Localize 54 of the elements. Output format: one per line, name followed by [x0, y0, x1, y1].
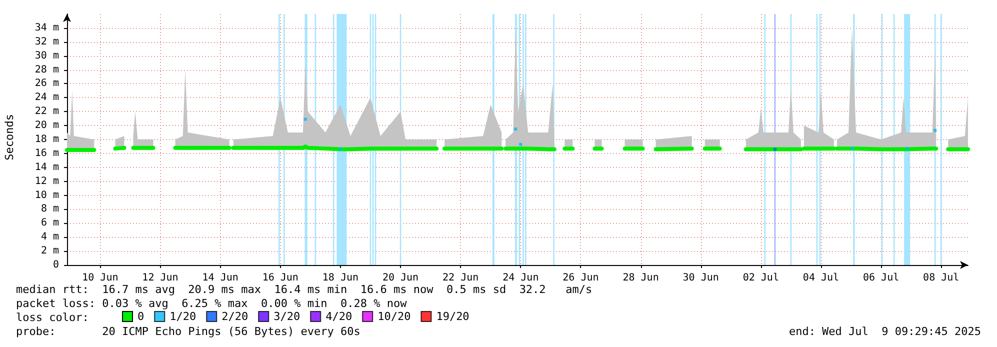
y-axis-title: Seconds [3, 114, 16, 160]
y-tick-label: 22 m [34, 106, 59, 118]
x-tick-label: 16 Jun [262, 272, 298, 284]
point [934, 128, 937, 132]
point [519, 142, 522, 146]
point [514, 128, 518, 131]
x-tick-label: 18 Jun [322, 272, 359, 284]
x-tick-label: 24 Jun [502, 272, 539, 284]
text: probe: 20 ICMP Echo Pings (56 Bytes) every 60s [16, 325, 360, 338]
legend-label: 1/20 [170, 310, 196, 323]
x-tick-label: 28 Jun [622, 272, 659, 284]
x-tick-label: 20 Jun [382, 272, 419, 284]
y-tick-label: 26 m [34, 78, 59, 90]
text: end: Wed Jul 9 09:29:45 2025 [788, 325, 982, 338]
legend-label: 0 [138, 310, 144, 323]
point [338, 148, 342, 151]
x-tick-label: 06 Jul [862, 272, 900, 284]
y-tick-label: 2 m [40, 246, 59, 257]
x-tick-label: 30 Jun [682, 272, 719, 284]
legend-label: 3/20 [274, 310, 300, 323]
x-tick-label: 12 Jun [142, 272, 178, 284]
text: packet loss: 0.03 % avg 6.25 % max 0.00 % min 0.28 % now [16, 297, 408, 310]
x-tick-label: 10 Jun [82, 272, 118, 284]
y-tick-label: 20 m [34, 120, 59, 132]
legend-label: 4/20 [326, 310, 352, 323]
legend-label: 2/20 [222, 310, 248, 323]
y-tick-label: 32 m [34, 36, 59, 48]
x-tick-label: 14 Jun [202, 272, 238, 284]
y-tick-label: 6 m [40, 218, 59, 229]
y-tick-label: 14 m [34, 162, 59, 173]
point [850, 147, 854, 150]
x-tick-label: 22 Jun [442, 272, 479, 284]
point [304, 118, 307, 121]
point [906, 147, 909, 150]
x-tick-label: 02 Jul [742, 272, 779, 284]
y-tick-label: 30 m [34, 50, 59, 62]
y-tick-label: 28 m [34, 64, 59, 76]
x-tick-label: 08 Jul [923, 272, 960, 284]
text: median rtt: 16.7 ms avg 20.9 ms max 16.4 ms min 16.6 ms now 0.5 ms sd 32.2 am/s [16, 283, 592, 296]
y-tick-label: 34 m [34, 22, 59, 34]
y-tick-label: 12 m [34, 176, 59, 187]
y-tick-label: 10 m [34, 190, 59, 201]
x-tick-label: 26 Jun [562, 272, 599, 284]
x-tick-label: 04 Jul [802, 272, 840, 284]
y-tick-label: 8 m [40, 204, 59, 215]
y-tick-label: 24 m [34, 92, 59, 104]
y-tick-label: 18 m [34, 134, 59, 145]
y-tick-label: 4 m [40, 232, 59, 243]
y-tick-label: 16 m [34, 148, 59, 159]
legend-label: 10/20 [378, 310, 411, 323]
point [773, 148, 776, 151]
legend-title: loss color: [16, 311, 89, 324]
y-tick-label: 0 [52, 260, 59, 270]
legend-label: 19/20 [436, 310, 470, 323]
